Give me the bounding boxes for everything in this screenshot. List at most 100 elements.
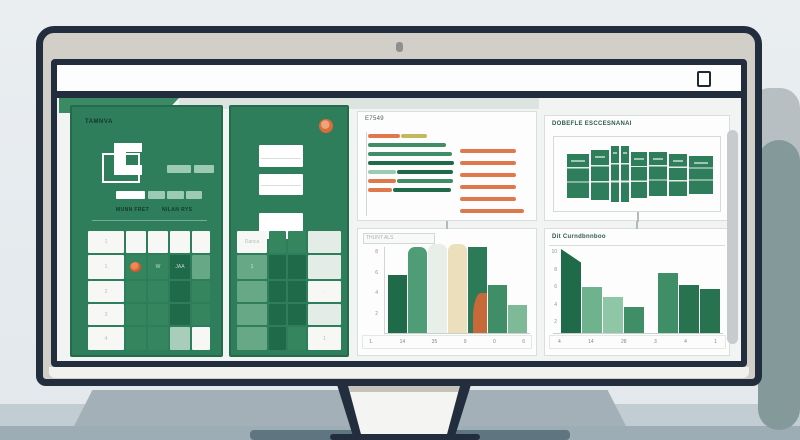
axis-tick: 6 [554, 284, 557, 290]
divider [92, 220, 207, 221]
table-cell[interactable] [148, 231, 168, 253]
table-cell[interactable] [269, 281, 286, 302]
chip-button[interactable] [167, 165, 191, 173]
bar-row [460, 161, 516, 165]
table-cell[interactable]: Danca [237, 231, 267, 253]
table-row: 2 [88, 281, 210, 302]
table-cell[interactable] [170, 327, 190, 350]
table-cell[interactable] [126, 327, 146, 350]
axis-tick: 8 [554, 266, 557, 273]
bar [468, 247, 487, 333]
table-cell[interactable] [192, 304, 210, 325]
monitor-stand-neck [336, 384, 472, 438]
x-axis-line [553, 333, 723, 334]
table-cell[interactable] [170, 304, 190, 325]
white-button[interactable] [259, 174, 303, 195]
bar-segment [368, 179, 396, 183]
table-cell[interactable]: . [308, 281, 341, 302]
axis-label: 14 [399, 339, 406, 345]
x-axis-strip: 4 14 28 3 4 1 [549, 335, 726, 349]
title-divider [549, 245, 725, 246]
axis-tick: 2 [375, 310, 378, 317]
table-cell[interactable] [308, 255, 341, 279]
divider [261, 158, 301, 160]
chip-button[interactable] [148, 191, 165, 199]
table-cell[interactable] [237, 304, 267, 325]
table-cell[interactable] [269, 304, 286, 325]
table-cell[interactable] [288, 281, 306, 302]
table-cell[interactable] [288, 327, 306, 350]
table-cell[interactable] [148, 327, 168, 350]
window-icon[interactable] [697, 71, 711, 87]
chip-button[interactable] [167, 191, 184, 199]
table-cell[interactable] [192, 255, 210, 279]
y-axis-line [366, 132, 367, 216]
card-bar-chart[interactable]: Dit Curndbnnboo 10 8 6 4 2 4 14 28 3 4 1 [544, 228, 730, 356]
notification-badge[interactable] [319, 119, 333, 133]
table-cell[interactable] [288, 231, 306, 253]
table-cell[interactable] [148, 281, 168, 302]
table-cell[interactable]: 2 [88, 281, 124, 302]
table-cell[interactable] [237, 281, 267, 302]
scrollbar[interactable] [727, 130, 738, 344]
bar-segment [368, 170, 396, 174]
table-cell[interactable] [288, 304, 306, 325]
table-column [611, 146, 619, 202]
axis-label: 35 [431, 339, 438, 345]
table-column [689, 156, 713, 194]
table-row: 1 W JAA [88, 255, 210, 279]
axis-tick: 4 [375, 290, 378, 297]
stand-neck-shade [347, 384, 461, 392]
logo-outline [102, 153, 140, 183]
table-cell[interactable] [308, 304, 341, 325]
table-cell[interactable]: W [148, 255, 168, 279]
table-cell[interactable]: JAA [170, 255, 190, 279]
table-cell[interactable]: 1 [308, 327, 341, 350]
table-cell[interactable] [308, 231, 341, 253]
cell-text-dash [634, 158, 644, 160]
axis-label: 4 [684, 339, 687, 345]
table-cell[interactable]: 3 [88, 304, 124, 325]
table-cell[interactable]: 1 [88, 231, 124, 253]
table-cell[interactable] [170, 281, 190, 302]
table-cell[interactable] [192, 327, 210, 350]
table-cell[interactable] [170, 231, 190, 253]
table-cell[interactable] [126, 255, 146, 279]
table-cell[interactable] [192, 281, 210, 302]
axis-tick: 4 [554, 301, 557, 308]
cell-text: 2 [104, 288, 108, 295]
table-cell[interactable] [237, 327, 267, 350]
card-histogram[interactable]: THUNT ALS 8 6 4 2 1. 14 35 9 0 6 [357, 228, 537, 356]
cell-text: 1 [250, 264, 254, 270]
bar-segment [401, 134, 427, 138]
table-cell[interactable] [269, 327, 286, 350]
status-dot [130, 262, 141, 272]
table-column [631, 152, 647, 198]
card-d-x-labels: 4 14 28 3 4 1 [558, 339, 717, 345]
bar-segment [460, 173, 516, 177]
bar-row [460, 173, 516, 177]
white-field[interactable] [116, 191, 145, 199]
table-cell[interactable] [192, 231, 210, 253]
chip-button[interactable] [194, 165, 214, 173]
table-cell[interactable] [126, 281, 146, 302]
cell-text-dash [571, 160, 585, 162]
table-cell[interactable] [148, 304, 168, 325]
table-cell[interactable] [288, 255, 306, 279]
card-summary-table[interactable]: DOBEFLE ESCCESNANAI [544, 115, 730, 222]
table-cell[interactable] [269, 231, 286, 253]
table-cell[interactable] [126, 231, 146, 253]
table-cell[interactable]: 1 [237, 255, 267, 279]
bar [658, 273, 678, 333]
table-cell[interactable] [126, 304, 146, 325]
bar-segment [460, 149, 516, 153]
white-button[interactable] [259, 145, 303, 167]
table-cell[interactable]: 1 [88, 255, 124, 279]
cell-text-dash [622, 152, 628, 154]
card-horizontal-bars[interactable]: E7549 [357, 111, 537, 221]
table-cell[interactable]: 4 [88, 327, 124, 350]
chip-button[interactable] [186, 191, 202, 199]
card-b-columns [567, 144, 713, 202]
bar-segment [368, 134, 400, 138]
table-cell[interactable] [269, 255, 286, 279]
